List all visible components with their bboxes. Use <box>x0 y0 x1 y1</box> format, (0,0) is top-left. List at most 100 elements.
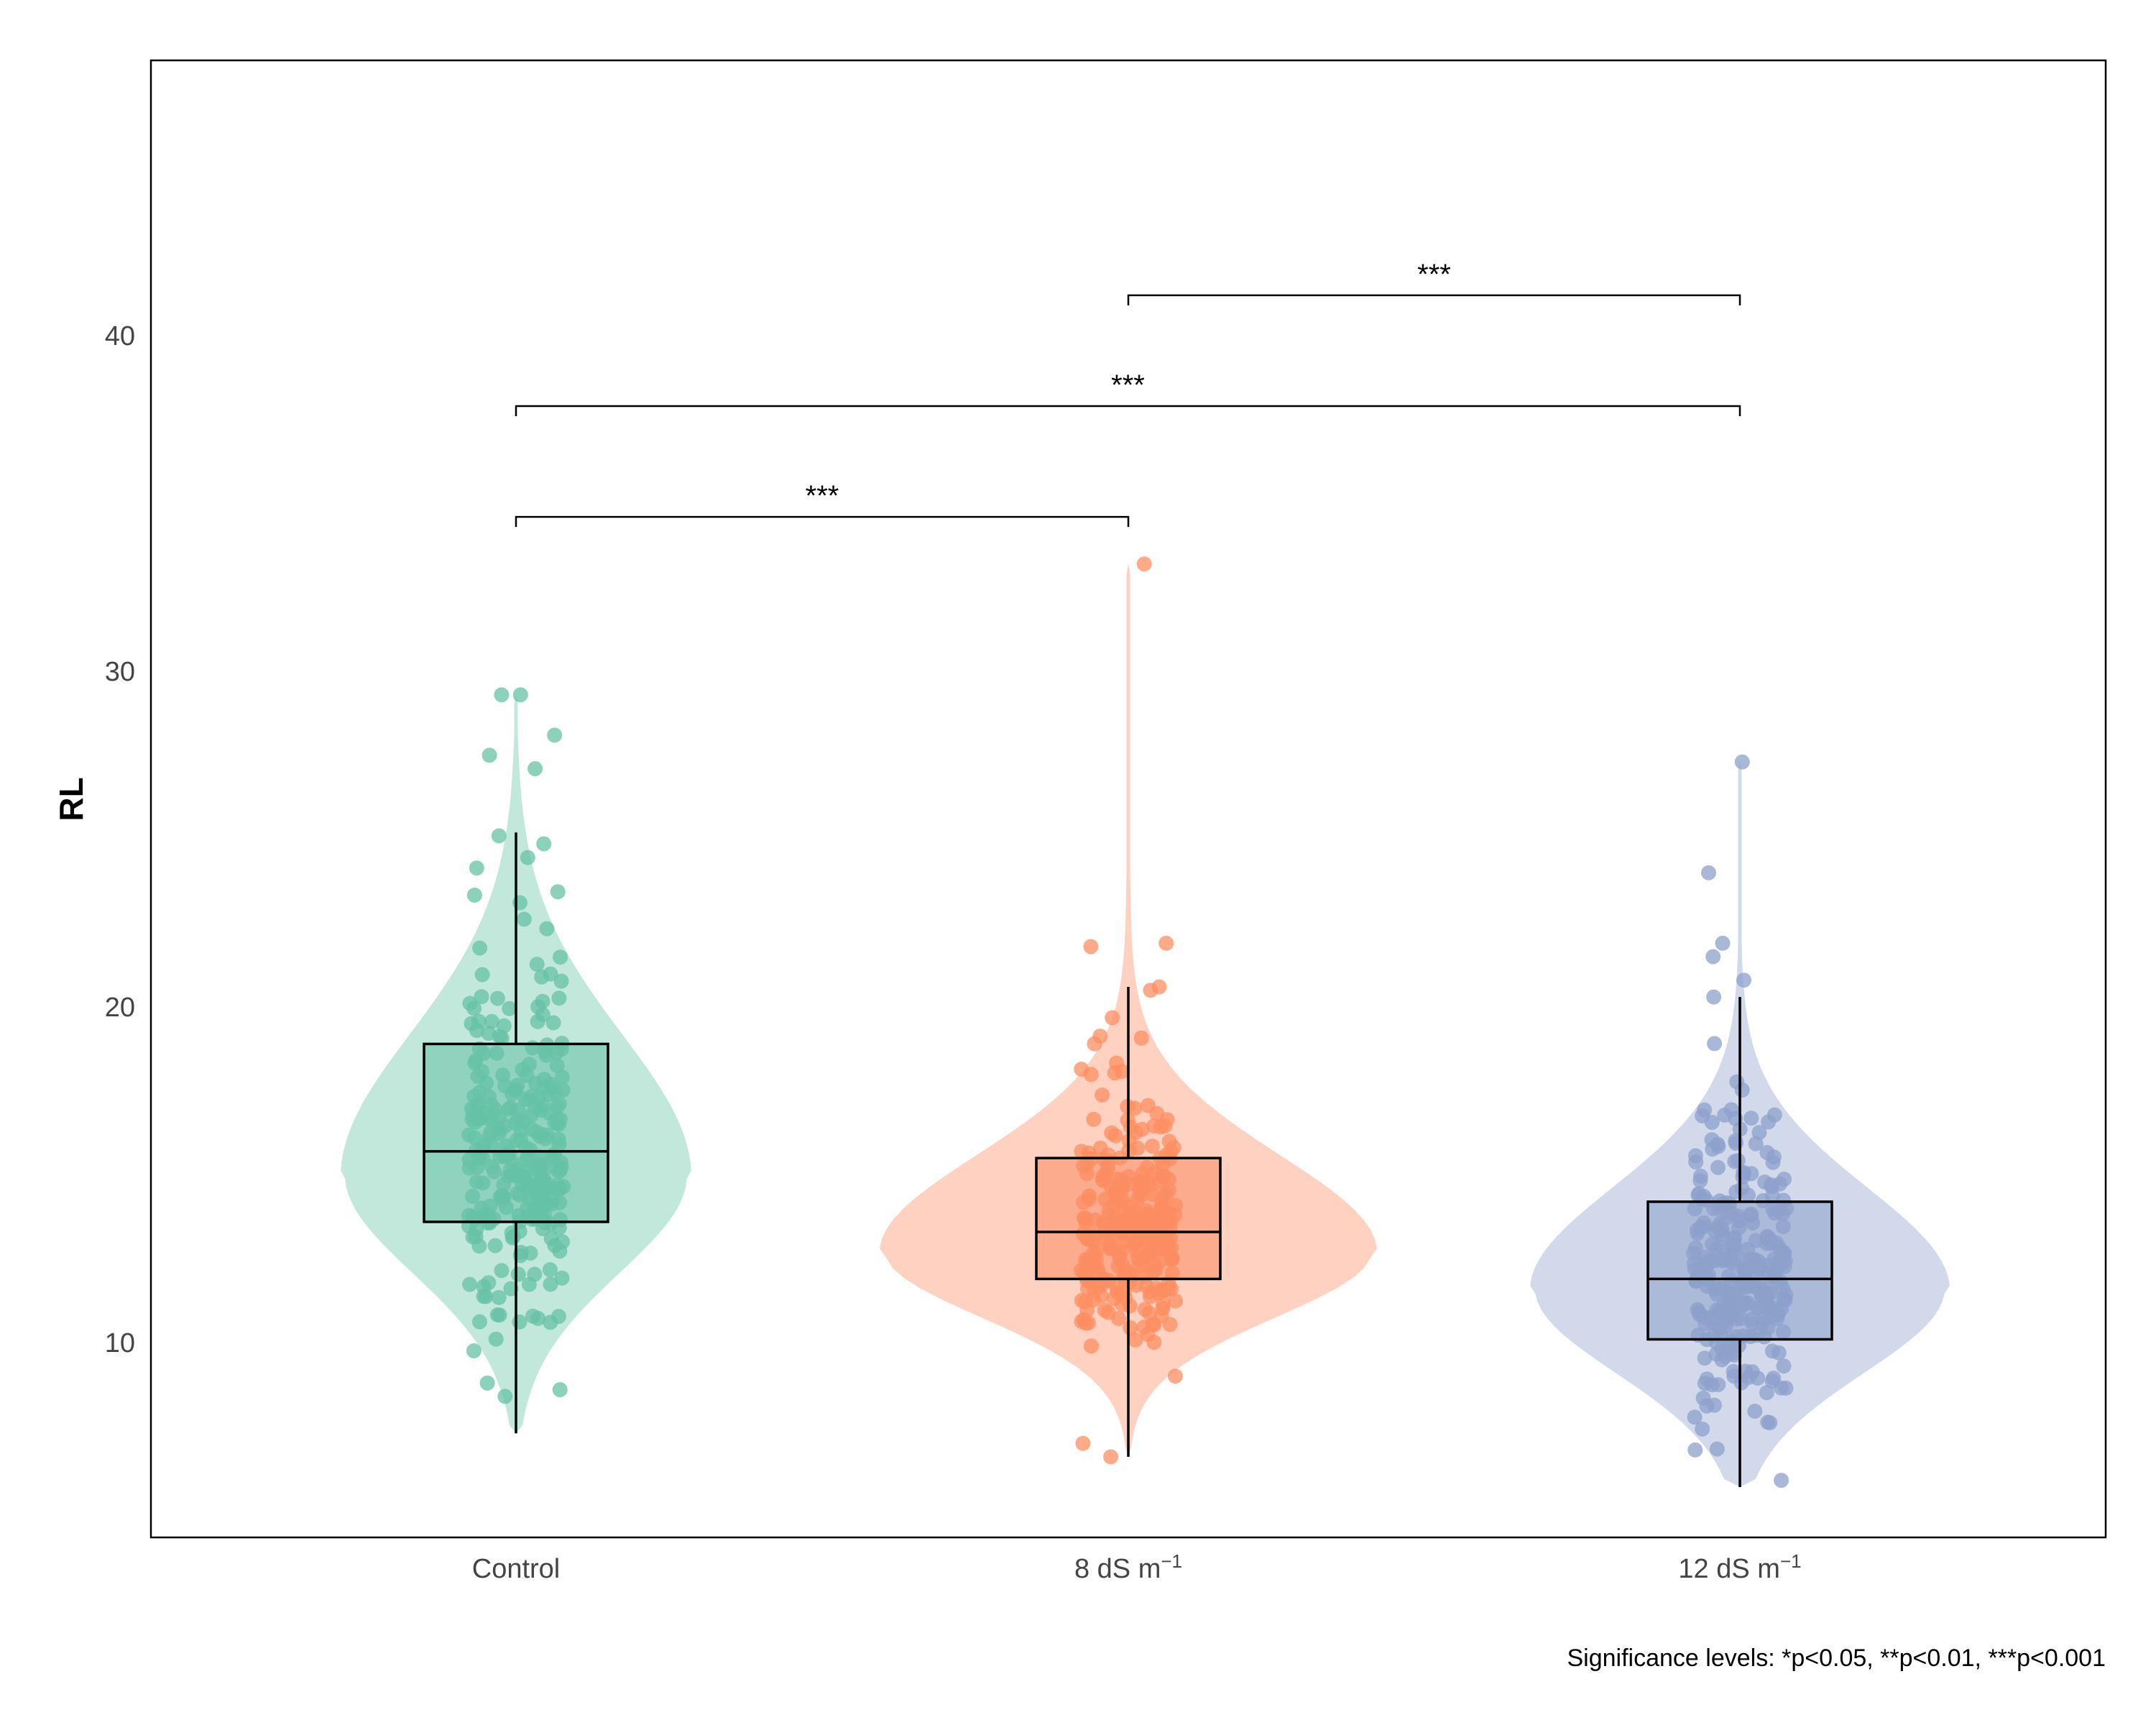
data-point <box>1727 1154 1743 1169</box>
significance-label-1: *** <box>1111 369 1145 401</box>
data-point <box>520 850 535 865</box>
data-point <box>1728 1184 1744 1200</box>
data-point <box>471 1314 487 1330</box>
data-point <box>539 921 555 937</box>
data-point <box>1741 1187 1756 1203</box>
data-point <box>1142 1305 1157 1321</box>
data-point <box>462 995 478 1011</box>
data-point <box>482 748 497 763</box>
data-point <box>1105 1010 1120 1026</box>
data-point <box>494 687 510 703</box>
data-point <box>469 860 484 876</box>
data-point <box>484 1013 499 1029</box>
data-point <box>1772 1176 1787 1192</box>
data-point <box>1743 1110 1759 1126</box>
significance-bracket-0 <box>515 515 1130 528</box>
x-tick-label-superscript: −1 <box>1161 1550 1182 1572</box>
data-point <box>1714 1341 1730 1356</box>
data-point <box>492 1307 507 1323</box>
x-tick-label-0: Control <box>472 1554 561 1584</box>
data-point <box>1710 1159 1726 1175</box>
data-point <box>476 1279 492 1294</box>
data-point <box>468 1229 484 1245</box>
y-axis-label: RL <box>52 777 90 821</box>
data-point <box>543 1315 558 1330</box>
data-point <box>1111 1310 1126 1326</box>
data-point <box>1761 1114 1777 1130</box>
data-point <box>1705 949 1721 965</box>
plot-frame <box>149 59 2107 1539</box>
comparisons-layer: *** *** *** <box>515 259 1741 528</box>
data-point <box>502 1000 517 1016</box>
x-tick-label-2: 12 dS m−1 <box>1678 1550 1801 1584</box>
data-point <box>1764 1374 1780 1389</box>
data-point <box>1733 1375 1749 1391</box>
data-point <box>1087 1036 1102 1052</box>
data-point <box>1738 1363 1754 1379</box>
data-point <box>1136 556 1152 572</box>
data-point <box>1776 1358 1792 1374</box>
data-point <box>1086 1292 1102 1307</box>
data-point <box>1159 1112 1175 1128</box>
y-tick-label: 20 <box>105 993 135 1023</box>
data-point <box>542 1262 558 1278</box>
data-point <box>497 1389 513 1404</box>
data-point <box>1168 1293 1184 1309</box>
data-point <box>466 887 482 903</box>
data-point <box>491 1289 507 1305</box>
data-point <box>492 1029 507 1044</box>
data-point <box>462 1276 477 1292</box>
data-point <box>530 999 546 1015</box>
data-point <box>491 828 507 844</box>
boxes-layer <box>423 832 1833 1487</box>
data-point <box>551 990 567 1006</box>
y-tick-label: 30 <box>105 657 135 687</box>
data-point <box>1729 1074 1745 1090</box>
data-point <box>1774 1473 1789 1489</box>
data-point <box>543 1230 559 1246</box>
data-point <box>474 967 490 983</box>
data-point <box>516 911 532 927</box>
significance-bracket-1 <box>515 405 1741 417</box>
data-point <box>505 1229 521 1245</box>
data-point <box>1104 1125 1120 1141</box>
data-point <box>466 1343 482 1358</box>
data-point <box>1083 1067 1099 1082</box>
data-point <box>1726 1363 1741 1379</box>
data-point <box>536 836 552 852</box>
data-point <box>510 1266 526 1282</box>
data-point <box>1747 1403 1763 1419</box>
data-point <box>1705 1141 1720 1157</box>
data-point <box>1168 1368 1183 1384</box>
data-point <box>1074 1314 1089 1329</box>
data-point <box>1095 1087 1110 1103</box>
data-point <box>1161 1133 1177 1149</box>
data-point <box>1695 1390 1711 1406</box>
significance-bracket-2 <box>1127 294 1741 305</box>
y-tick-label: 40 <box>105 321 135 351</box>
data-point <box>543 1276 558 1292</box>
data-point <box>534 969 550 985</box>
data-point <box>1128 1332 1143 1348</box>
data-point <box>552 1382 568 1397</box>
data-point <box>1144 1138 1160 1154</box>
data-point <box>527 1266 543 1282</box>
data-point <box>1084 1338 1099 1354</box>
data-point <box>474 989 489 1005</box>
data-point <box>1709 1441 1725 1457</box>
data-point <box>488 1331 504 1347</box>
data-point <box>550 884 566 900</box>
data-point <box>479 1375 495 1391</box>
data-point <box>512 1314 528 1330</box>
data-point <box>1766 1149 1782 1165</box>
data-point <box>1707 1397 1722 1413</box>
y-axis: 10 20 30 40 <box>105 321 135 1358</box>
data-point <box>1701 865 1716 880</box>
data-point <box>503 1281 519 1297</box>
data-point <box>1140 1098 1156 1113</box>
x-axis: Control 8 dS m−1 12 dS m−1 <box>472 1550 1802 1584</box>
data-point <box>1736 1164 1751 1180</box>
data-point <box>545 1015 561 1031</box>
data-point <box>1734 754 1750 770</box>
